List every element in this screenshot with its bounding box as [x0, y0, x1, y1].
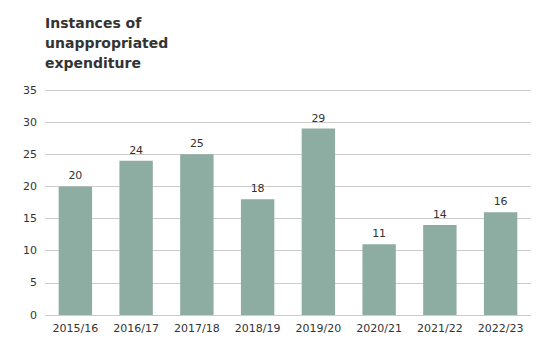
svg-text:15: 15 — [23, 212, 37, 225]
svg-text:29: 29 — [311, 112, 325, 125]
svg-text:25: 25 — [190, 137, 204, 150]
svg-text:Instances of: Instances of — [45, 15, 142, 31]
svg-text:16: 16 — [494, 195, 508, 208]
svg-text:20: 20 — [68, 169, 82, 182]
svg-text:25: 25 — [23, 148, 37, 161]
svg-text:unappropriated: unappropriated — [45, 35, 168, 51]
svg-text:14: 14 — [433, 208, 447, 221]
svg-text:30: 30 — [23, 116, 37, 129]
svg-text:5: 5 — [30, 276, 37, 289]
svg-text:2017/18: 2017/18 — [174, 322, 220, 335]
svg-text:2019/20: 2019/20 — [296, 322, 342, 335]
svg-text:2020/21: 2020/21 — [356, 322, 402, 335]
svg-text:2016/17: 2016/17 — [113, 322, 159, 335]
svg-text:2015/16: 2015/16 — [53, 322, 99, 335]
svg-text:20: 20 — [23, 180, 37, 193]
svg-text:11: 11 — [372, 227, 386, 240]
svg-text:2022/23: 2022/23 — [478, 322, 524, 335]
svg-text:2018/19: 2018/19 — [235, 322, 281, 335]
svg-text:18: 18 — [251, 182, 265, 195]
svg-text:35: 35 — [23, 84, 37, 97]
svg-text:expenditure: expenditure — [45, 55, 141, 71]
svg-text:24: 24 — [129, 144, 143, 157]
svg-text:2021/22: 2021/22 — [417, 322, 463, 335]
svg-text:10: 10 — [23, 244, 37, 257]
svg-text:0: 0 — [30, 309, 37, 322]
